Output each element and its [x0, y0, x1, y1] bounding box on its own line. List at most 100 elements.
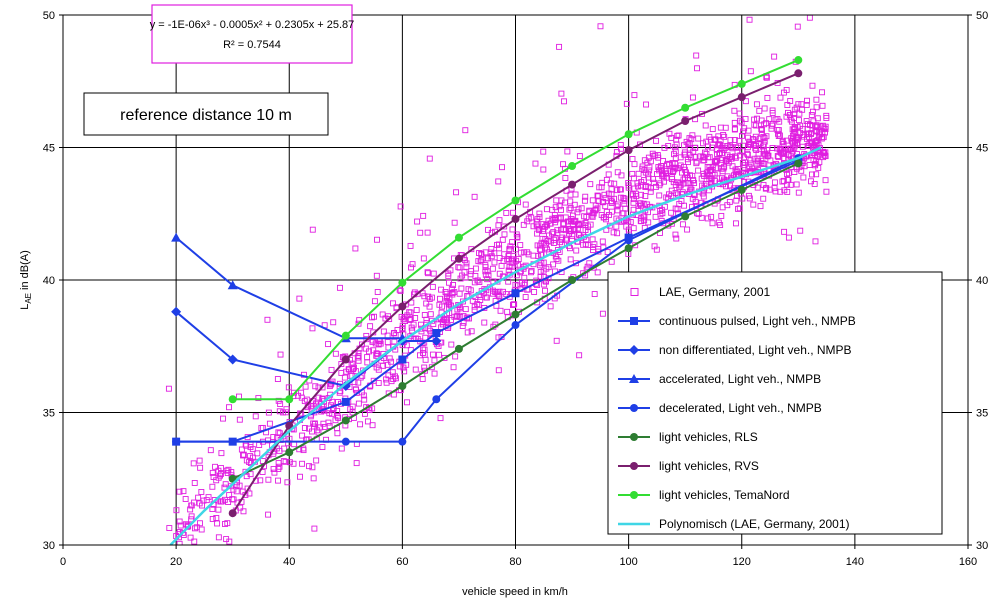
scatter-point: [530, 223, 537, 230]
scatter-point: [410, 321, 417, 328]
scatter-point: [540, 267, 547, 274]
scatter-point: [635, 170, 642, 177]
series-marker: [341, 397, 350, 406]
scatter-point: [713, 157, 720, 164]
scatter-point: [679, 221, 686, 228]
series-marker: [794, 159, 803, 168]
scatter-point: [672, 148, 679, 155]
scatter-point: [379, 311, 386, 318]
scatter-point: [458, 285, 465, 292]
scatter-point: [246, 459, 253, 465]
series-marker: [511, 215, 520, 224]
scatter-point: [420, 212, 427, 219]
scatter-point: [608, 186, 615, 193]
x-tick-label: 100: [619, 556, 637, 568]
series-marker: [171, 306, 182, 317]
scatter-point: [390, 330, 397, 337]
scatter-point: [451, 289, 458, 296]
scatter-point: [652, 152, 659, 159]
scatter-point: [642, 184, 649, 190]
scatter-point: [783, 137, 790, 144]
scatter-point: [724, 152, 731, 159]
scatter-point: [586, 208, 593, 215]
scatter-point: [489, 287, 496, 294]
scatter-point: [188, 502, 195, 509]
scatter-point: [594, 205, 601, 212]
scatter-point: [819, 102, 826, 109]
series-marker: [398, 437, 407, 446]
scatter-point: [621, 197, 628, 204]
scatter-point: [783, 87, 790, 93]
scatter-point: [564, 148, 571, 155]
scatter-point: [547, 238, 554, 245]
x-axis-label: vehicle speed in km/h: [462, 586, 568, 598]
scatter-point: [804, 142, 811, 149]
scatter-point: [437, 295, 443, 302]
scatter-point: [481, 319, 488, 326]
scatter-point: [659, 167, 666, 174]
y-axis-label-main: L: [19, 304, 31, 310]
scatter-point: [270, 434, 277, 440]
scatter-point: [388, 358, 395, 365]
legend-entry: LAE, Germany, 2001: [630, 285, 770, 299]
scatter-point: [689, 195, 696, 202]
scatter-point: [635, 202, 642, 209]
scatter-point: [729, 163, 736, 170]
scatter-point: [326, 410, 333, 417]
scatter-point: [401, 368, 408, 375]
scatter-point: [674, 132, 681, 139]
scatter-point: [421, 312, 428, 318]
scatter-point: [680, 180, 687, 187]
series-marker: [454, 254, 463, 263]
scatter-point: [328, 366, 335, 373]
scatter-point: [819, 89, 825, 96]
scatter-point: [661, 203, 668, 210]
scatter-point: [176, 540, 183, 545]
legend-label: light vehicles, RLS: [659, 430, 758, 444]
scatter-point: [675, 165, 682, 172]
scatter-point: [240, 452, 246, 459]
scatter-point: [731, 125, 738, 132]
scatter-point: [334, 407, 341, 414]
scatter-point: [777, 188, 784, 195]
scatter-point: [630, 225, 637, 232]
scatter-point: [666, 191, 672, 198]
scatter-point: [176, 488, 183, 495]
legend-label: light vehicles, RVS: [659, 459, 759, 473]
scatter-point: [179, 529, 186, 536]
legend-marker: [630, 404, 638, 412]
scatter-point: [731, 137, 738, 143]
right-axis-ticks: 30 35 40 45 50: [968, 10, 988, 552]
scatter-point: [604, 249, 611, 256]
scatter-point: [578, 220, 585, 227]
scatter-point: [695, 167, 702, 174]
scatter-point: [429, 351, 436, 358]
scatter-point: [566, 206, 573, 213]
scatter-point: [736, 205, 743, 212]
scatter-point: [777, 94, 784, 101]
scatter-point: [236, 416, 243, 423]
scatter-point: [599, 199, 606, 206]
scatter-point: [335, 414, 342, 421]
scatter-point: [758, 130, 765, 137]
scatter-point: [369, 314, 375, 321]
scatter-point: [499, 236, 506, 243]
scatter-point: [567, 256, 574, 263]
scatter-point: [777, 149, 784, 156]
scatter-point: [817, 123, 824, 130]
scatter-point: [800, 174, 807, 181]
scatter-point: [681, 166, 688, 173]
series-marker: [398, 355, 407, 364]
scatter-point: [511, 301, 518, 308]
scatter-point: [786, 112, 793, 118]
scatter-point: [218, 450, 225, 457]
scatter-point: [820, 134, 827, 141]
scatter-point: [797, 227, 804, 234]
scatter-point: [619, 210, 626, 217]
scatter-point: [630, 175, 637, 182]
scatter-point: [661, 178, 667, 185]
annotation-text: reference distance 10 m: [120, 107, 292, 124]
scatter-point: [525, 251, 532, 258]
scatter-point: [400, 316, 407, 323]
scatter-point: [784, 177, 791, 184]
